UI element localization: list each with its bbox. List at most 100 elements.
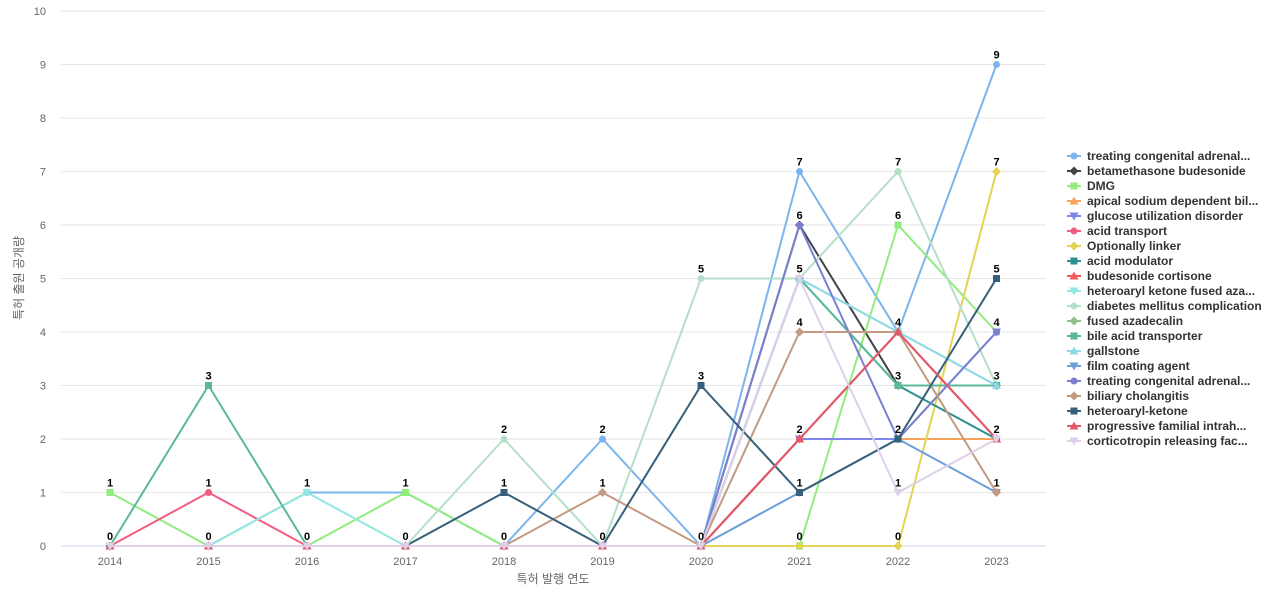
data-label: 1 [993, 478, 999, 490]
series-group [106, 61, 1000, 550]
legend-label: acid transport [1087, 224, 1167, 238]
legend-item[interactable]: DMG [1067, 179, 1115, 193]
legend-marker [1070, 152, 1078, 160]
legend-marker [1069, 166, 1079, 176]
legend-item[interactable]: betamethasone budesonide [1067, 164, 1246, 178]
x-tick-label: 2022 [886, 556, 910, 568]
legend-marker [1069, 316, 1079, 326]
series-group [105, 275, 1001, 551]
legend-label: diabetes mellitus complication [1087, 299, 1262, 313]
legend-label: acid modulator [1087, 254, 1173, 268]
legend-item[interactable]: Optionally linker [1067, 239, 1181, 253]
data-label: 5 [796, 264, 802, 276]
data-point [302, 542, 312, 551]
data-point [893, 541, 903, 551]
series-line [109, 277, 998, 547]
legend-label: heteroaryl ketone fused aza... [1087, 284, 1255, 298]
legend-item[interactable]: film coating agent [1067, 359, 1190, 373]
x-tick-label: 2016 [295, 556, 319, 568]
data-point [992, 488, 1001, 497]
x-axis-title: 특허 발행 연도 [517, 571, 590, 586]
data-label: 1 [599, 478, 605, 490]
data-point [795, 327, 804, 337]
legend-item[interactable]: acid transport [1067, 224, 1167, 238]
data-label: 4 [993, 317, 1000, 329]
data-label: 3 [993, 371, 999, 383]
legend-item[interactable]: gallstone [1067, 344, 1140, 358]
legend-item[interactable]: acid modulator [1067, 254, 1173, 268]
data-point [992, 167, 1001, 176]
data-point [598, 542, 607, 551]
data-point [205, 382, 212, 389]
x-tick-label: 2017 [393, 556, 417, 568]
series-group [106, 275, 1000, 550]
data-point [105, 542, 115, 551]
data-point [697, 275, 705, 282]
legend-item[interactable]: heteroaryl ketone fused aza... [1067, 284, 1255, 298]
x-tick-label: 2020 [689, 556, 713, 568]
data-label: 1 [205, 478, 211, 490]
legend-item[interactable]: glucose utilization disorder [1067, 209, 1243, 223]
x-tick-label: 2021 [787, 556, 811, 568]
data-point [598, 488, 607, 497]
legend-item[interactable]: bile acid transporter [1067, 329, 1203, 343]
legend-item[interactable]: apical sodium dependent bil... [1067, 194, 1258, 208]
data-label: 4 [895, 317, 902, 329]
data-point [795, 434, 804, 443]
legend-label: budesonide cortisone [1087, 269, 1212, 283]
y-tick-label: 0 [40, 541, 46, 553]
data-label: 1 [402, 478, 408, 490]
data-label: 1 [304, 478, 310, 490]
legend-marker [1069, 421, 1079, 430]
data-label: 6 [895, 210, 901, 222]
legend-item[interactable]: budesonide cortisone [1067, 269, 1212, 283]
data-label: 0 [698, 531, 704, 543]
data-label: 3 [205, 371, 211, 383]
data-point [500, 489, 508, 496]
legend-marker [1070, 227, 1078, 235]
data-point [796, 489, 803, 496]
data-point [401, 542, 410, 551]
legend-label: Optionally linker [1087, 239, 1181, 253]
legend-marker [1069, 212, 1079, 221]
legend-item[interactable]: treating congenital adrenal... [1067, 149, 1250, 163]
data-label: 0 [599, 531, 605, 543]
legend-item[interactable]: biliary cholangitis [1067, 389, 1189, 403]
data-point [796, 221, 803, 229]
data-label: 1 [895, 478, 901, 490]
legend-marker [1069, 287, 1079, 296]
legend-label: fused azadecalin [1087, 314, 1183, 328]
legend-marker [1069, 271, 1079, 280]
legend-label: treating congenital adrenal... [1087, 374, 1250, 388]
legend-item[interactable]: fused azadecalin [1067, 314, 1183, 328]
series-group [105, 274, 1001, 550]
x-tick-label: 2023 [984, 556, 1008, 568]
data-point [894, 221, 902, 229]
series-line [109, 277, 998, 547]
legend-marker [1069, 362, 1079, 371]
data-point [599, 435, 606, 443]
data-label: 9 [993, 50, 999, 62]
data-label: 2 [796, 424, 802, 436]
legend-item[interactable]: corticotropin releasing fac... [1067, 434, 1248, 448]
data-label: 2 [895, 424, 901, 436]
x-tick-label: 2014 [98, 556, 122, 568]
legend-label: DMG [1087, 179, 1115, 193]
data-label: 2 [993, 424, 999, 436]
series-line [109, 170, 998, 547]
legend-marker [1069, 346, 1079, 355]
y-tick-label: 9 [40, 60, 46, 72]
legend-item[interactable]: diabetes mellitus complication [1067, 299, 1262, 313]
y-tick-label: 8 [40, 113, 46, 125]
data-label: 1 [501, 478, 507, 490]
legend-label: apical sodium dependent bil... [1087, 194, 1258, 208]
legend-item[interactable]: progressive familial intrah... [1067, 419, 1246, 433]
data-point [204, 542, 213, 551]
legend-item[interactable]: treating congenital adrenal... [1067, 374, 1250, 388]
data-label: 1 [796, 478, 802, 490]
legend-label: gallstone [1087, 344, 1140, 358]
legend-item[interactable]: heteroaryl-ketone [1067, 404, 1188, 418]
data-label: 5 [698, 264, 704, 276]
data-point [993, 61, 1000, 68]
data-label: 7 [993, 157, 999, 169]
